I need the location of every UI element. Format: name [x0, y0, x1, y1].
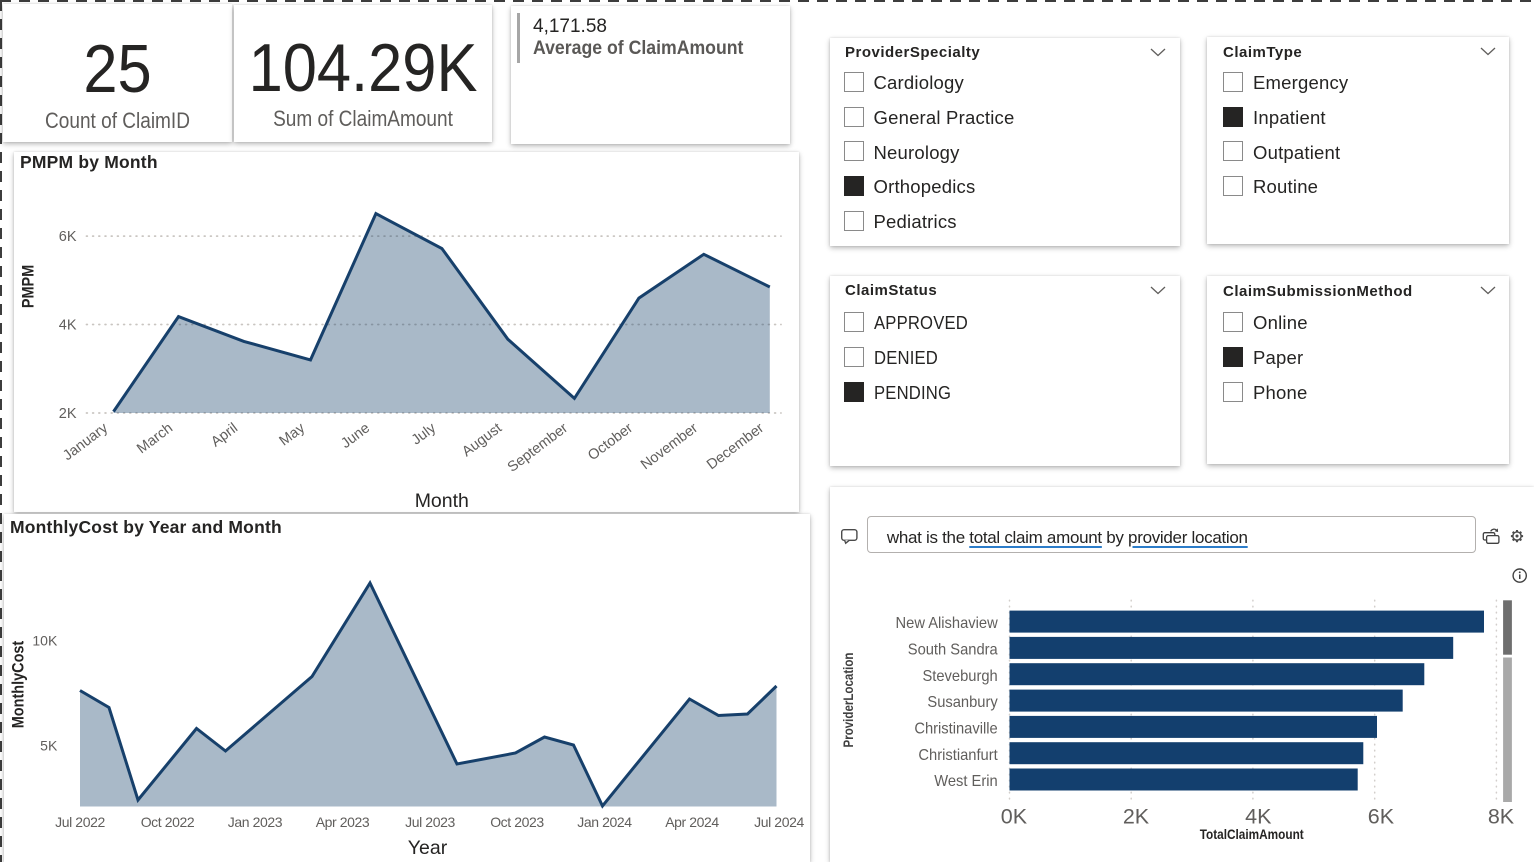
svg-text:8K: 8K: [1488, 804, 1515, 828]
svg-text:New Alishaview: New Alishaview: [896, 615, 999, 633]
svg-text:TotalClaimAmount: TotalClaimAmount: [1200, 827, 1305, 842]
svg-text:0K: 0K: [1001, 804, 1028, 828]
svg-text:4K: 4K: [59, 318, 77, 334]
svg-text:Christianfurt: Christianfurt: [918, 746, 998, 764]
svg-text:10K: 10K: [32, 633, 58, 649]
svg-text:6K: 6K: [1368, 804, 1395, 828]
svg-text:Steveburgh: Steveburgh: [922, 667, 997, 685]
svg-text:6K: 6K: [59, 229, 77, 245]
svg-text:Christinaville: Christinaville: [914, 720, 997, 738]
svg-text:West Erin: West Erin: [934, 773, 997, 791]
svg-text:Susanbury: Susanbury: [927, 694, 998, 712]
svg-text:2K: 2K: [59, 406, 77, 422]
svg-text:5K: 5K: [40, 738, 58, 754]
svg-text:2K: 2K: [1123, 804, 1150, 828]
svg-text:South Sandra: South Sandra: [908, 641, 998, 659]
svg-text:4K: 4K: [1245, 804, 1272, 828]
